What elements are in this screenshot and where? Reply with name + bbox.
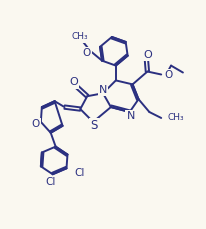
Text: S: S <box>90 119 98 132</box>
Text: O: O <box>82 48 90 58</box>
Text: N: N <box>99 85 107 95</box>
Text: N: N <box>126 111 135 121</box>
Text: O: O <box>32 119 40 129</box>
Text: CH₃: CH₃ <box>167 113 184 123</box>
Text: O: O <box>69 77 78 87</box>
Text: Cl: Cl <box>46 177 56 187</box>
Text: O: O <box>164 71 172 80</box>
Text: CH₃: CH₃ <box>71 33 88 41</box>
Text: O: O <box>143 50 152 60</box>
Text: Cl: Cl <box>74 168 85 178</box>
